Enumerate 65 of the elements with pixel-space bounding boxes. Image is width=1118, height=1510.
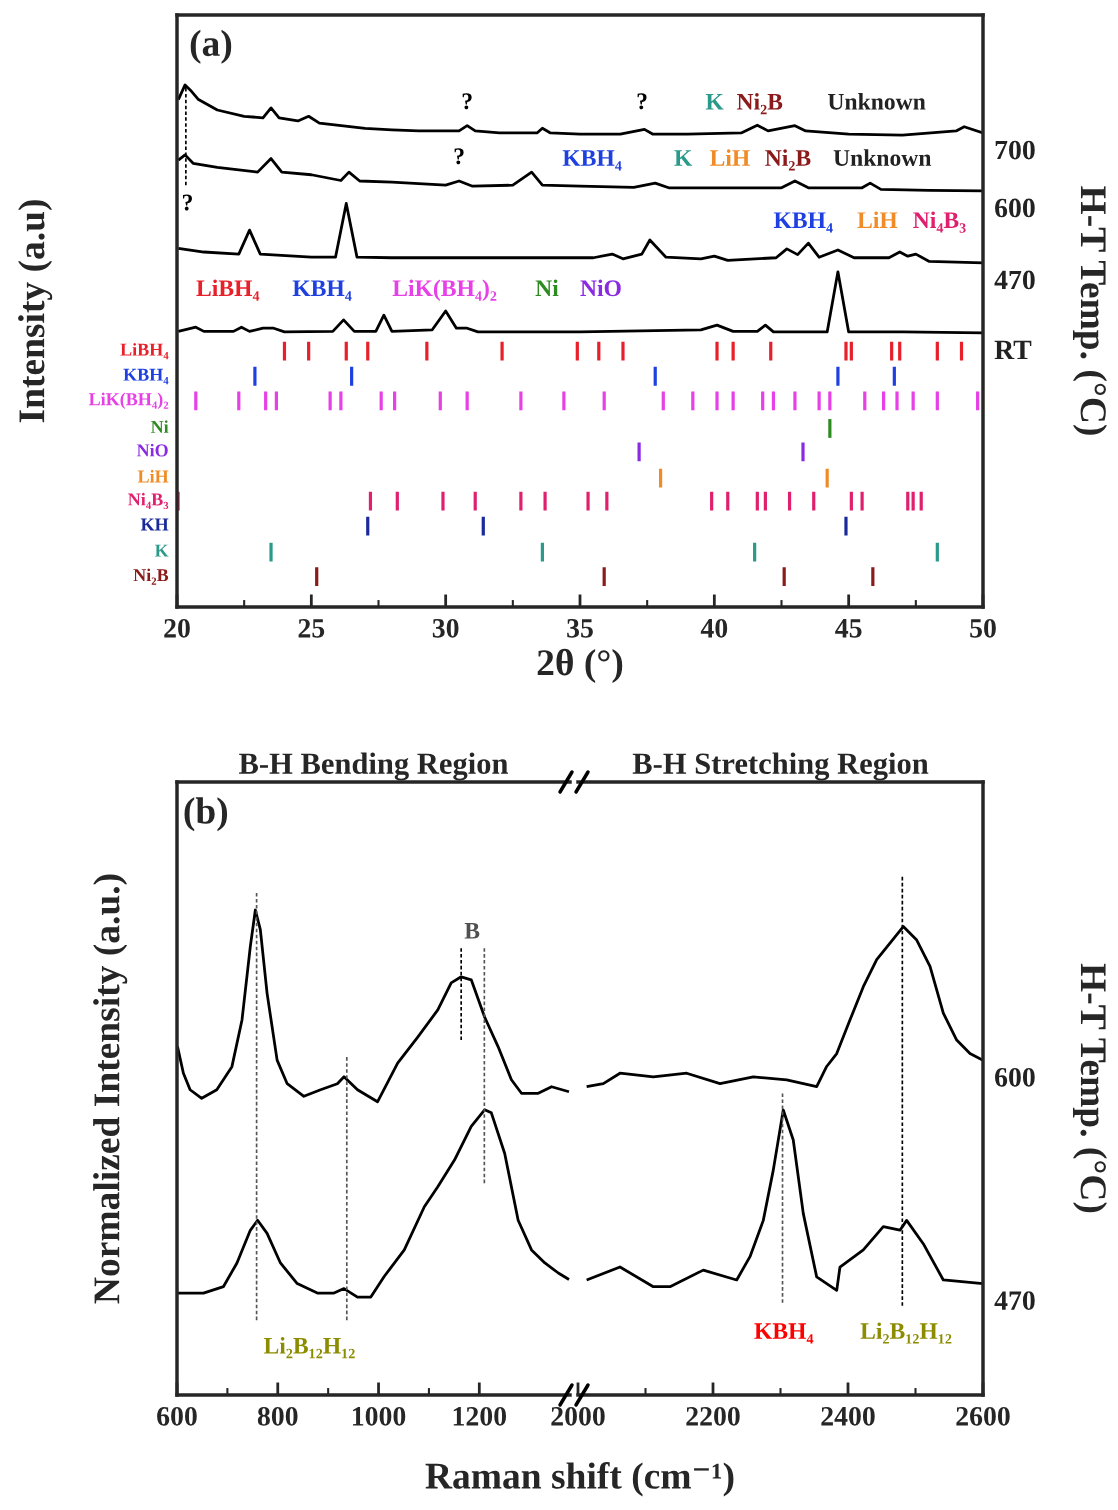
annotation: ? (183, 194, 192, 211)
y-axis-title: Normalized Intensity (a.u.) (93, 874, 128, 1304)
x-tick-label: 2600 (956, 1406, 1010, 1426)
annotation: KBH₄ (562, 150, 622, 171)
x-tick-label: 30 (432, 618, 459, 638)
annotation: KBH₄ (292, 280, 352, 301)
annotation: NiO (580, 279, 621, 297)
x-axis-title: Raman shift (cm⁻¹) (425, 1462, 734, 1497)
x-tick-label: 25 (298, 618, 325, 638)
annotation: Ni₂B (765, 149, 811, 171)
series-label: 600 (995, 1067, 1035, 1087)
chart-title: B-H Bending Region (239, 752, 509, 781)
chart-title: B-H Stretching Region (632, 752, 929, 781)
annotation: Ni₂B (736, 93, 783, 115)
x-tick-label: 800 (257, 1406, 298, 1426)
x-tick-label: 20 (164, 618, 190, 638)
series-label: Ni₄B₃ (128, 492, 169, 510)
annotation: ? (462, 93, 472, 110)
x-tick-label: 50 (970, 618, 996, 638)
annotation: Ni₄B₃ (913, 211, 966, 233)
annotation: ? (454, 148, 464, 165)
x-tick-label: 35 (567, 618, 593, 638)
text: NiO (136, 443, 168, 457)
annotation: KBH₄ (754, 1323, 814, 1344)
chart-subtitle: (b) (184, 797, 228, 832)
y2-axis-title: H-T Temp. (°C) (1073, 963, 1107, 1213)
y2-axis-title: H-T Temp. (°C) (1073, 186, 1107, 435)
x-tick-label: 1000 (352, 1406, 406, 1426)
text: KH (140, 518, 169, 531)
chart-subtitle: (a) (190, 29, 232, 64)
x-tick-label: 45 (835, 619, 862, 638)
text: LiBH₄ (120, 343, 169, 360)
series-label: 470 (994, 1291, 1035, 1310)
x-tick-label: 1200 (453, 1406, 507, 1426)
x-tick-label: 2200 (686, 1406, 740, 1426)
text: K (154, 544, 169, 557)
text: Ni (150, 420, 169, 433)
x-tick-label: 600 (157, 1406, 197, 1426)
annotation: B (464, 923, 480, 939)
annotation: LiH (709, 149, 750, 166)
annotation: ? (637, 93, 647, 110)
series-label: RT (994, 340, 1032, 360)
text: Ni₂B (133, 568, 169, 585)
x-axis-title: 2θ (°) (537, 648, 623, 684)
series-label: LiK(BH₄)₂ (88, 392, 169, 409)
annotation: Li₂B₁₂H₁₂ (860, 1322, 952, 1344)
annotation: K (674, 150, 693, 166)
series-label: 600 (995, 198, 1035, 218)
annotation: Ni (535, 279, 559, 296)
text: LiH (137, 469, 169, 483)
annotation: Unknown (827, 93, 926, 110)
y-axis-title: Intensity (a.u) (18, 200, 53, 423)
annotation: K (705, 94, 724, 110)
series-label: 700 (995, 140, 1035, 160)
annotation: LiH (857, 211, 898, 228)
annotation: LiBH₄ (196, 279, 260, 301)
annotation: KBH₄ (773, 212, 833, 233)
series-label: 470 (994, 270, 1035, 290)
annotation: Unknown (833, 149, 932, 166)
text: KBH₄ (123, 368, 169, 385)
x-tick-label: 2400 (821, 1406, 875, 1426)
annotation: LiK(BH₄)₂ (392, 279, 497, 301)
x-tick-label: 40 (700, 618, 728, 638)
annotation: Li₂B₁₂H₁₂ (263, 1337, 355, 1359)
x-tick-label: 2000 (551, 1406, 605, 1426)
